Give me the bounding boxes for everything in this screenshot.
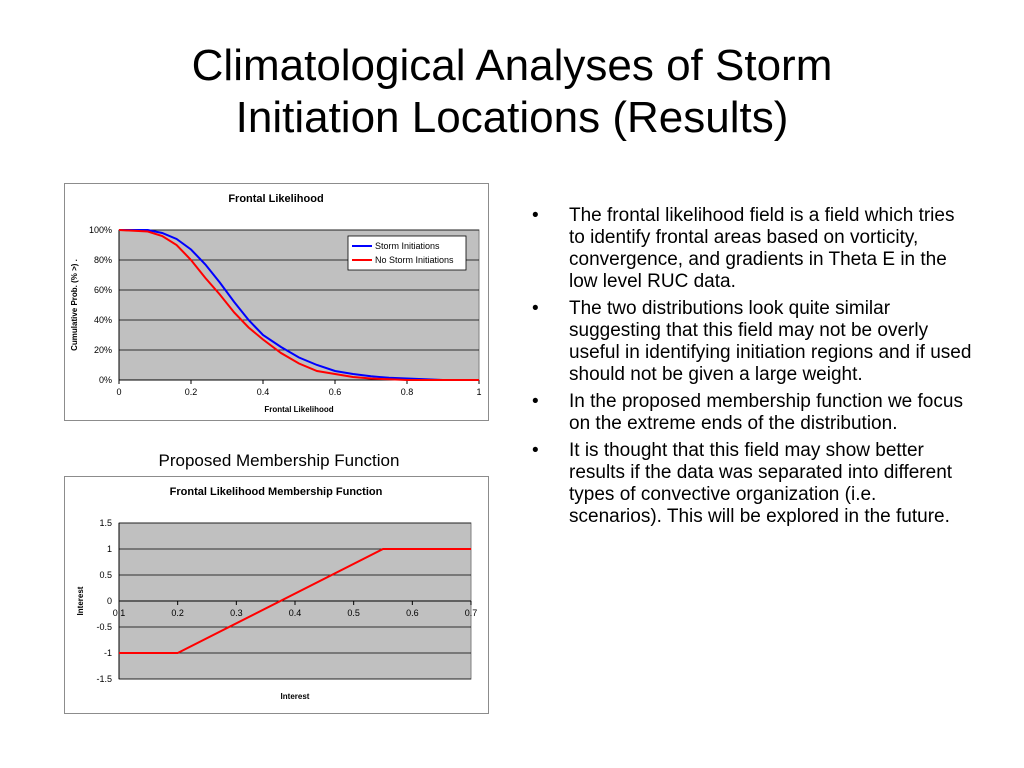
legend-label: No Storm Initiations bbox=[375, 255, 454, 265]
frontal-likelihood-chart: Frontal Likelihood 0% 20% 40% 60% 80% 100% 0 0.2… bbox=[64, 183, 489, 421]
y-axis-label: Cumulative Prob. (% >) . bbox=[70, 259, 79, 351]
x-tick-label: 0.4 bbox=[289, 608, 302, 618]
x-axis-label: Frontal Likelihood bbox=[264, 405, 333, 414]
x-tick-label: 0.3 bbox=[230, 608, 243, 618]
frontal-likelihood-chart-svg: Frontal Likelihood 0% 20% 40% 60% 80% 100% 0 0.2… bbox=[70, 193, 482, 414]
y-tick-label: 1.5 bbox=[99, 518, 112, 528]
x-tick-label: 0 bbox=[116, 387, 121, 397]
series-line-1 bbox=[119, 229, 479, 381]
bullet-item: • The frontal likelihood field is a field… bbox=[532, 205, 972, 293]
x-tick-label: 1 bbox=[476, 387, 481, 397]
x-tick-label: 0.1 bbox=[113, 608, 126, 618]
slide-title: Climatological Analyses of Storm Initiat… bbox=[60, 40, 964, 144]
y-tick-label: 80% bbox=[94, 255, 112, 265]
x-tick-label: 0.8 bbox=[401, 387, 414, 397]
bullet-dot-icon: • bbox=[532, 440, 539, 461]
bullet-dot-icon: • bbox=[532, 391, 539, 412]
title-line-1: Climatological Analyses of Storm bbox=[191, 41, 833, 90]
y-tick-label: -0.5 bbox=[96, 622, 112, 632]
bullet-item: • The two distributions look quite simila… bbox=[532, 298, 972, 386]
bullet-text: It is thought that this field may show b… bbox=[569, 440, 953, 527]
x-tick-label: 0.6 bbox=[406, 608, 419, 618]
legend-box bbox=[347, 235, 467, 271]
bullet-text: In the proposed membership function we f… bbox=[569, 391, 963, 434]
bullet-dot-icon: • bbox=[532, 298, 539, 319]
x-tick-label: 0.2 bbox=[171, 608, 184, 618]
y-tick-label: -1 bbox=[104, 648, 112, 658]
x-tick-label: 0.7 bbox=[465, 608, 478, 618]
membership-function-chart: Frontal Likelihood Membership Function -1… bbox=[64, 476, 489, 714]
bullet-list: • The frontal likelihood field is a field… bbox=[532, 205, 972, 533]
bullet-item: • In the proposed membership function we … bbox=[532, 391, 972, 435]
chart-title: Frontal Likelihood bbox=[228, 193, 323, 205]
series-line-2 bbox=[118, 229, 479, 381]
bullet-item: • It is thought that this field may show … bbox=[532, 440, 972, 528]
y-tick-label: -1.5 bbox=[96, 674, 112, 684]
y-tick-label: 0.5 bbox=[99, 570, 112, 580]
x-tick-label: 0.5 bbox=[347, 608, 360, 618]
y-tick-label: 100% bbox=[89, 225, 112, 235]
y-tick-label: 0 bbox=[107, 596, 112, 606]
series-line-1 bbox=[119, 548, 471, 654]
x-tick-label: 0.6 bbox=[329, 387, 342, 397]
bullet-text: The frontal likelihood field is a field … bbox=[569, 205, 955, 292]
x-tick-label: 0.4 bbox=[257, 387, 270, 397]
membership-function-chart-svg: Frontal Likelihood Membership Function -1… bbox=[76, 486, 478, 701]
membership-caption: Proposed Membership Function bbox=[158, 451, 400, 470]
y-axis-label: Interest bbox=[76, 586, 85, 615]
title-line-2: Initiation Locations (Results) bbox=[235, 93, 789, 142]
y-tick-label: 0% bbox=[99, 375, 112, 385]
bullet-dot-icon: • bbox=[532, 205, 539, 226]
y-tick-label: 60% bbox=[94, 285, 112, 295]
chart-title: Frontal Likelihood Membership Function bbox=[170, 486, 383, 498]
y-tick-label: 1 bbox=[107, 544, 112, 554]
legend-label: Storm Initiations bbox=[375, 241, 440, 251]
bullet-text: The two distributions look quite similar… bbox=[569, 298, 972, 385]
x-tick-label: 0.2 bbox=[185, 387, 198, 397]
y-tick-label: 40% bbox=[94, 315, 112, 325]
y-tick-label: 20% bbox=[94, 345, 112, 355]
x-axis-label: Interest bbox=[281, 692, 310, 701]
